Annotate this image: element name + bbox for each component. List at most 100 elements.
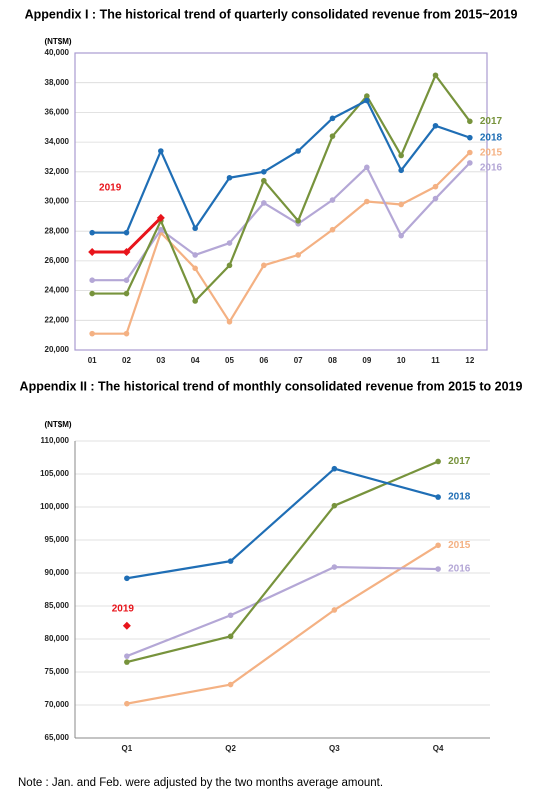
- data-point: [467, 160, 473, 166]
- data-point: [158, 226, 164, 233]
- data-point: [261, 262, 267, 269]
- x-tick-label: 09: [362, 356, 371, 365]
- data-point: [364, 164, 370, 171]
- y-tick-label: 38,000: [45, 78, 70, 87]
- x-tick-label: 07: [294, 356, 303, 365]
- data-point: [261, 177, 267, 184]
- series-line: [126, 467, 439, 580]
- y-tick-label: 30,000: [45, 197, 70, 206]
- y-tick-label: 110,000: [41, 436, 70, 445]
- data-point: [122, 247, 131, 256]
- y-tick-label: 85,000: [45, 601, 70, 610]
- footnote: Note : Jan. and Feb. were adjusted by th…: [18, 777, 383, 789]
- x-tick-label: 06: [259, 356, 268, 365]
- data-point: [192, 225, 198, 232]
- data-point: [432, 72, 439, 79]
- data-point: [89, 277, 95, 284]
- data-point: [435, 458, 441, 465]
- x-tick-label: Q3: [329, 744, 340, 753]
- x-tick-label: 11: [431, 356, 440, 365]
- y-tick-label: 32,000: [45, 167, 70, 176]
- data-point: [123, 290, 130, 297]
- y-tick-label: 105,000: [40, 469, 69, 478]
- series-label: 2016: [480, 162, 503, 173]
- y-tick-label: 95,000: [45, 535, 70, 544]
- data-point: [398, 167, 404, 174]
- data-point: [467, 118, 473, 125]
- data-point: [467, 149, 473, 156]
- data-point: [192, 265, 198, 272]
- data-point: [331, 465, 338, 472]
- data-point: [295, 252, 301, 258]
- series-label: 2017: [448, 456, 471, 467]
- data-point: [435, 566, 441, 572]
- y-tick-label: 28,000: [45, 226, 70, 235]
- data-point: [467, 134, 473, 141]
- series-line: [92, 151, 471, 335]
- data-point: [329, 197, 336, 203]
- x-tick-label: 02: [122, 356, 131, 365]
- series-label: 2018: [480, 132, 503, 143]
- series-label: 2019: [99, 183, 122, 194]
- series-line: [92, 99, 471, 234]
- data-point: [158, 148, 164, 154]
- data-point: [227, 681, 234, 688]
- data-point: [329, 226, 336, 233]
- y-axis-label: (NT$M): [44, 420, 71, 429]
- data-point: [124, 659, 130, 665]
- series-line: [92, 74, 471, 303]
- data-point: [364, 93, 370, 99]
- x-tick-label: 04: [191, 356, 200, 365]
- data-point: [398, 232, 404, 239]
- data-point: [122, 621, 131, 630]
- data-point: [227, 612, 234, 619]
- data-point: [124, 575, 130, 582]
- y-tick-label: 34,000: [45, 137, 70, 146]
- data-point: [89, 290, 95, 297]
- y-tick-label: 75,000: [45, 667, 70, 676]
- data-point: [261, 169, 267, 175]
- data-point: [261, 200, 267, 206]
- data-point: [227, 633, 234, 640]
- data-point: [435, 542, 441, 549]
- data-point: [124, 700, 130, 707]
- y-tick-label: 36,000: [45, 108, 70, 117]
- data-point: [329, 115, 336, 122]
- data-point: [432, 183, 439, 190]
- y-tick-label: 22,000: [45, 315, 70, 324]
- y-tick-label: 70,000: [45, 700, 70, 709]
- data-point: [226, 240, 233, 246]
- data-point: [398, 201, 404, 208]
- series-line: [126, 565, 439, 658]
- y-tick-label: 24,000: [45, 286, 70, 295]
- data-point: [89, 229, 95, 236]
- y-tick-label: 90,000: [45, 568, 70, 577]
- series-line: [126, 460, 439, 664]
- data-point: [295, 218, 301, 224]
- data-point: [227, 558, 234, 564]
- y-tick-label: 100,000: [40, 502, 69, 511]
- series-label: 2015: [480, 147, 503, 158]
- data-point: [192, 298, 198, 304]
- data-point: [432, 122, 439, 129]
- y-tick-label: 40,000: [45, 48, 70, 57]
- plot-frame: [74, 52, 488, 351]
- x-tick-label: 03: [156, 356, 165, 365]
- y-tick-label: 20,000: [45, 345, 70, 354]
- data-point: [398, 152, 404, 159]
- x-tick-label: Q2: [225, 744, 236, 753]
- x-tick-label: 08: [328, 356, 337, 365]
- data-point: [364, 97, 370, 104]
- y-tick-label: 80,000: [45, 634, 70, 643]
- chart-title: Appendix I : The historical trend of qua…: [25, 7, 518, 21]
- x-tick-label: 10: [397, 356, 406, 365]
- data-point: [435, 494, 441, 500]
- data-point: [156, 213, 165, 222]
- chart-title: Appendix II : The historical trend of mo…: [20, 379, 523, 393]
- series-label: 2018: [448, 492, 471, 503]
- data-point: [192, 252, 198, 258]
- y-axis-label: (NT$M): [44, 37, 71, 46]
- data-point: [88, 247, 97, 256]
- x-tick-label: Q4: [433, 744, 444, 753]
